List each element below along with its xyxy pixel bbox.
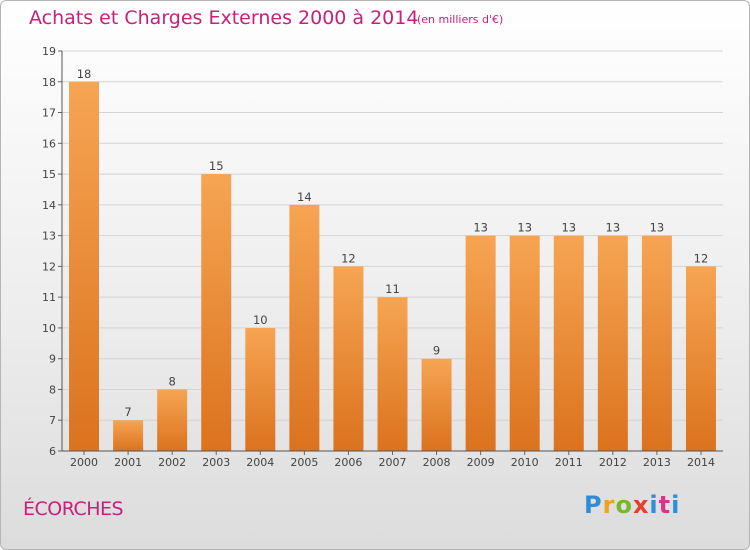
data-label: 11 <box>385 282 400 296</box>
axes: 6 7 8 9 10 11 12 13 14 15 16 17 18 19 2000 2001 2002 2003… <box>42 45 723 469</box>
data-label: 12 <box>341 251 356 265</box>
x-tick-label: 2012 <box>599 456 627 469</box>
bar <box>157 389 188 451</box>
x-tick-label: 2002 <box>158 456 186 469</box>
y-tick-label: 15 <box>42 168 56 181</box>
x-tick-label: 2005 <box>290 456 318 469</box>
x-tick-label: 2014 <box>687 456 715 469</box>
y-tick-label: 13 <box>42 230 56 243</box>
x-tick-label: 2010 <box>511 456 539 469</box>
bar <box>245 327 276 451</box>
data-label: 10 <box>253 313 268 327</box>
data-label: 7 <box>124 405 131 419</box>
data-label: 13 <box>561 221 576 235</box>
data-label: 8 <box>169 374 176 388</box>
bar <box>685 266 716 451</box>
logo-letter: o <box>615 491 633 519</box>
y-tick-label: 18 <box>42 76 56 89</box>
y-tick-label: 12 <box>42 260 56 273</box>
data-label: 9 <box>433 344 440 358</box>
unit-note: (en milliers d'€) <box>417 13 504 26</box>
chart-title: Achats et Charges Externes 2000 à 2014 <box>29 7 419 29</box>
bar <box>597 235 628 451</box>
x-tick-label: 2008 <box>423 456 451 469</box>
bar <box>69 81 100 452</box>
x-tick-label: 2004 <box>246 456 274 469</box>
data-label: 13 <box>517 221 532 235</box>
data-label: 14 <box>297 190 312 204</box>
y-tick-label: 19 <box>42 45 56 58</box>
x-tick-label: 2000 <box>70 456 98 469</box>
bar <box>113 420 144 451</box>
data-label: 13 <box>606 221 621 235</box>
data-label: 12 <box>694 251 709 265</box>
x-tick-label: 2011 <box>555 456 583 469</box>
y-tick-label: 17 <box>42 107 56 120</box>
bar <box>201 174 232 452</box>
y-tick-label: 11 <box>42 291 56 304</box>
y-tick-label: 10 <box>42 322 56 335</box>
logo-letter: i <box>671 491 681 519</box>
logo-letter: t <box>658 491 672 519</box>
bar <box>421 358 452 451</box>
x-tick-label: 2001 <box>114 456 142 469</box>
x-tick-label: 2003 <box>202 456 230 469</box>
logo-letter: i <box>649 491 659 519</box>
bar <box>333 266 364 451</box>
x-tick-label: 2013 <box>643 456 671 469</box>
data-label: 15 <box>209 159 224 173</box>
data-label: 13 <box>650 221 665 235</box>
bars <box>69 81 716 452</box>
bar <box>377 297 408 451</box>
y-tick-label: 9 <box>49 353 56 366</box>
bar <box>641 235 672 451</box>
bar <box>465 235 496 451</box>
y-tick-label: 7 <box>49 414 56 427</box>
x-tick-label: 2007 <box>379 456 407 469</box>
proxiti-logo[interactable]: Proxiti <box>584 491 680 519</box>
data-label: 13 <box>473 221 488 235</box>
bar <box>289 204 320 451</box>
bar <box>509 235 540 451</box>
y-tick-label: 8 <box>49 383 56 396</box>
y-tick-label: 6 <box>49 445 56 458</box>
logo-letter: r <box>602 491 616 519</box>
x-tick-label: 2009 <box>467 456 495 469</box>
commune-name: ÉCORCHES <box>23 498 124 520</box>
bar <box>553 235 584 451</box>
logo-letter: x <box>632 491 650 519</box>
data-label: 18 <box>77 67 92 81</box>
labels: 18 7 8 15 10 14 12 11 9 13 13 13 13 13 12 <box>77 67 709 419</box>
x-tick-label: 2006 <box>334 456 362 469</box>
y-tick-label: 14 <box>42 199 56 212</box>
logo-letter: P <box>584 491 603 519</box>
y-tick-label: 16 <box>42 137 56 150</box>
